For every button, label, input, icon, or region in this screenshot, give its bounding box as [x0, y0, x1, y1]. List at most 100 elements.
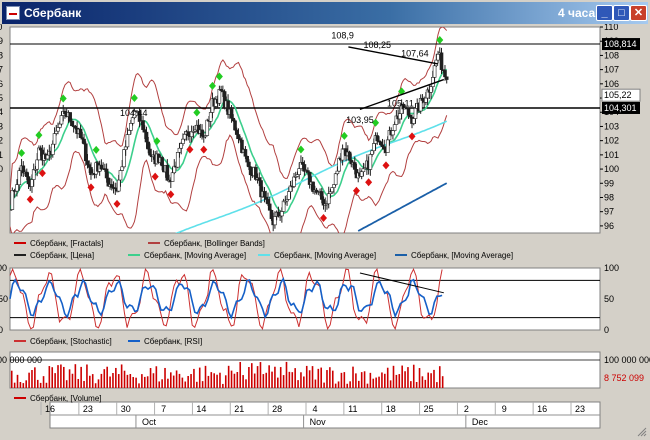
volume-bar — [245, 379, 247, 388]
trend-line — [348, 46, 439, 65]
volume-bar — [233, 373, 236, 388]
candle-body — [38, 147, 43, 151]
volume-bar — [320, 367, 322, 388]
x-axis-day-label: 18 — [386, 404, 396, 414]
volume-bar — [227, 365, 230, 388]
volume-bar — [19, 381, 22, 388]
chart-app-icon[interactable] — [6, 6, 20, 20]
x-axis-month-label: Dec — [472, 417, 489, 427]
candle-body — [413, 108, 418, 119]
fractal-down-marker — [270, 234, 277, 242]
minimize-button[interactable]: _ — [596, 5, 613, 21]
price-tick-label-right: 96 — [604, 221, 614, 231]
volume-bar — [262, 374, 265, 388]
volume-bar — [230, 370, 233, 388]
price-panel — [9, 26, 601, 234]
volume-bar — [42, 376, 45, 388]
title-bar[interactable]: Сбербанк 4 часа _ □ ✕ — [2, 2, 648, 24]
volume-bar — [210, 372, 213, 388]
volume-bar — [294, 368, 296, 388]
candle-body — [372, 143, 376, 152]
volume-bar — [410, 381, 412, 388]
fractal-up-marker — [59, 94, 67, 103]
price-tick-label-right: 106 — [604, 79, 619, 89]
volume-bar — [343, 372, 346, 388]
volume-bar — [83, 380, 85, 388]
candle-body — [429, 86, 433, 93]
volume-bar — [71, 373, 74, 388]
candle-body — [406, 108, 411, 116]
horizontal-level-label: 108,814 — [604, 39, 637, 49]
fractal-up-marker — [215, 72, 223, 81]
candle-body — [142, 129, 147, 133]
volume-bar — [329, 367, 331, 388]
price-tick-label-left: 102 — [0, 136, 3, 146]
volume-bar — [36, 379, 39, 388]
price-annotation: 103,95 — [346, 115, 374, 125]
candle-body — [10, 209, 12, 211]
legend-label: Сбербанк, [RSI] — [144, 337, 202, 346]
oscillator-trend-line — [359, 272, 444, 294]
volume-bar — [291, 372, 294, 388]
volume-bar — [418, 368, 421, 388]
candle-body — [297, 168, 302, 175]
x-axis-day-label: 16 — [45, 404, 55, 414]
volume-bar — [106, 366, 108, 388]
fractal-up-marker — [153, 137, 161, 146]
volume-bar — [352, 366, 354, 388]
volume-bar — [181, 377, 184, 388]
candle-body — [368, 154, 373, 170]
volume-bar — [65, 380, 68, 388]
volume-bar — [250, 363, 253, 388]
candle-body — [411, 118, 416, 124]
fractal-down-marker — [200, 145, 208, 154]
candle-body — [382, 146, 387, 150]
candle-body — [57, 123, 62, 128]
volume-bar — [381, 372, 383, 388]
moving-average-blue-line — [357, 182, 448, 232]
candle-body — [165, 164, 170, 181]
candle-body — [233, 120, 237, 131]
fractal-up-marker — [436, 36, 444, 45]
volume-bar — [300, 372, 302, 388]
candle-body — [245, 155, 249, 163]
candle-body — [431, 77, 435, 87]
volume-bar — [274, 366, 276, 388]
candle-body — [243, 149, 248, 157]
price-tick-label-right: 101 — [604, 150, 619, 160]
fractal-up-marker — [92, 145, 100, 154]
candle-body — [398, 113, 402, 120]
window-title: Сбербанк — [24, 6, 82, 20]
fractal-down-marker — [151, 172, 159, 181]
close-button[interactable]: ✕ — [630, 5, 647, 21]
volume-bar — [404, 371, 406, 388]
candle-body — [231, 117, 236, 122]
price-plot-area — [10, 27, 600, 242]
price-annotation: 108,25 — [364, 40, 392, 50]
x-axis-day-label: 4 — [312, 404, 317, 414]
candle-body — [17, 170, 22, 186]
legend-label: Сбербанк, [Fractals] — [30, 239, 103, 248]
candle-body — [26, 176, 31, 185]
candle-body — [146, 141, 151, 150]
last-price-label: 105,22 — [604, 90, 632, 100]
stock-chart[interactable]: 9696979798989999100100101101102102103103… — [0, 24, 650, 440]
candle-body — [217, 89, 222, 104]
candle-body — [432, 65, 437, 78]
fractal-down-marker — [320, 213, 328, 222]
rsi-line — [9, 277, 443, 320]
maximize-button[interactable]: □ — [613, 5, 630, 21]
fractal-down-marker — [382, 161, 390, 170]
volume-bar — [259, 362, 262, 388]
oscillator-tick-label-right: 50 — [604, 294, 614, 304]
candle-body — [229, 108, 234, 119]
volume-bar — [135, 377, 137, 388]
horizontal-level-tag — [602, 101, 640, 114]
volume-bar — [57, 365, 59, 388]
price-tick-label-right: 103 — [604, 121, 619, 131]
volume-bar — [91, 374, 94, 388]
oscillator-tick-label-left: 50 — [0, 294, 8, 304]
x-axis-month-label: Oct — [142, 417, 157, 427]
legend-label: Сбербанк, [Moving Average] — [144, 251, 246, 260]
